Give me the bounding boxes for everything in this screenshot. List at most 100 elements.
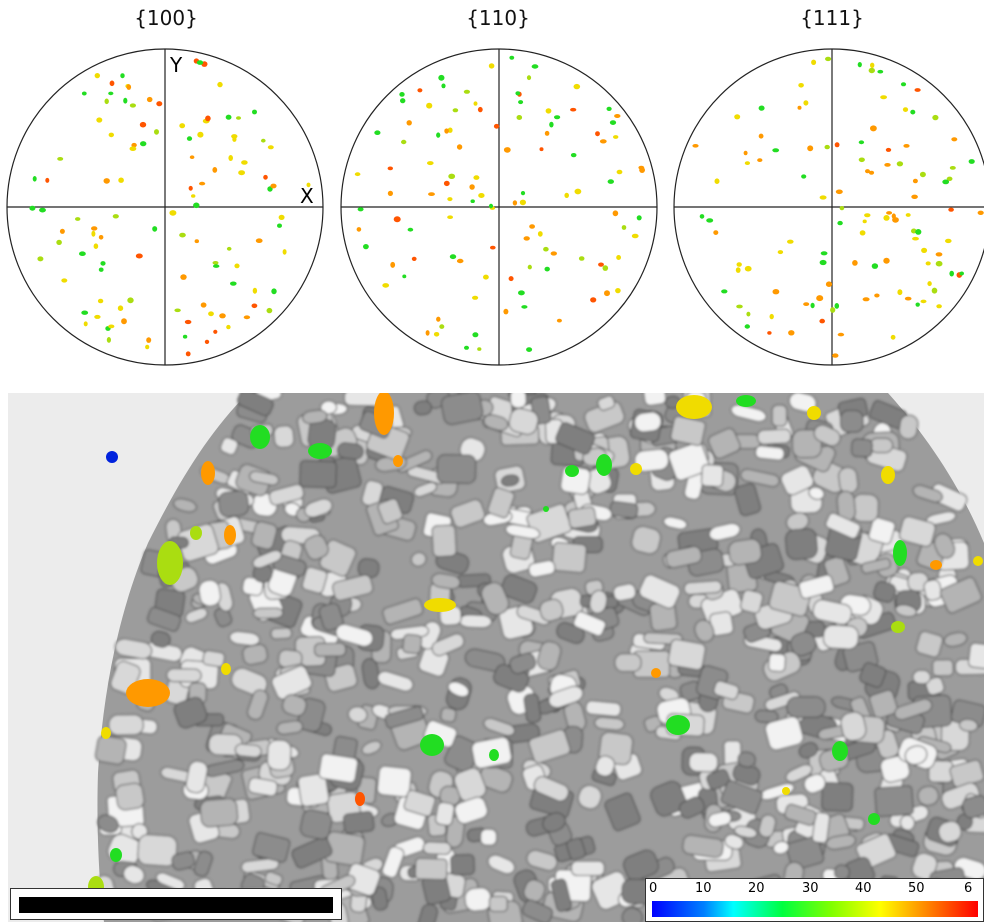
grain [95,735,127,765]
pole-point [443,180,450,187]
pole-point [94,73,101,79]
grain [198,579,222,607]
grain [450,854,475,876]
grain [155,872,186,891]
grain [185,760,208,794]
grain [344,862,381,897]
microstructure-map [8,393,984,922]
pole-point [387,190,393,196]
grain [247,777,278,797]
pole-point [427,161,434,166]
pole-point [968,159,975,164]
grain [488,895,508,912]
grain [597,395,616,411]
grain [784,803,817,826]
grain [755,445,785,461]
grain [137,834,178,867]
grain [533,776,570,802]
pole-point [217,81,223,88]
pole-point [208,311,214,317]
pole-point [638,165,645,170]
grain [595,755,616,777]
colorbar-gradient [652,901,978,917]
colored-grain [630,463,642,475]
grain [737,751,756,768]
grain [785,764,813,783]
grain [414,857,448,881]
grain [939,576,982,614]
pole-point [885,147,892,152]
grain [253,607,284,619]
grain [234,743,262,758]
grain [785,528,818,560]
pole-point [39,207,46,213]
pole-point [772,289,780,295]
pole-point [483,274,489,280]
pole-figure-111 [673,48,984,366]
pole-point [914,88,921,92]
pole-point [520,191,526,196]
pole-point [945,238,952,244]
grain [682,834,724,859]
pole-point [865,169,870,174]
grain [869,437,894,454]
pole-point [57,157,64,161]
pole-point [184,319,192,325]
pole-point [631,233,639,239]
pole-point [920,299,927,304]
colorbar-tick: 10 [695,881,712,896]
grain [808,486,825,500]
grain [898,414,919,440]
grain [220,437,239,456]
grain [271,665,313,700]
grain [337,442,364,460]
pole-point [118,177,124,183]
grain [447,681,470,698]
pole-point [213,329,218,334]
grain [706,768,731,790]
grain [108,714,144,736]
grain [566,837,586,861]
pole-point [417,88,423,93]
grain [273,425,295,448]
pole-point [238,170,246,176]
pole-point [736,262,742,267]
grain [958,718,979,732]
pole-point [112,214,119,219]
grain [361,740,382,755]
colored-grain [157,541,183,585]
grain [282,694,307,717]
pole-point [734,114,741,120]
grain [413,400,432,416]
grain [683,580,723,596]
grain [803,773,826,794]
pole-point [758,105,765,111]
pole-point [213,264,220,268]
pole-point [903,144,910,148]
pole-point [204,339,210,344]
pole-point [744,265,752,272]
colorbar-tick: 30 [802,881,819,896]
pole-point [904,296,912,301]
grain [266,739,292,771]
colored-grain [973,556,983,566]
grain [933,533,956,559]
pole-point [56,239,62,245]
pole-point [278,214,285,220]
pole-point [212,261,219,265]
pole-point [798,83,804,88]
pole-point [746,311,751,317]
grain [297,773,330,807]
pole-point [251,303,258,309]
pole-point [356,227,362,232]
grain [740,468,780,488]
grain [869,689,899,719]
grain [508,407,539,435]
pole-point [819,195,827,200]
pole-point [252,109,257,115]
pole-point [787,239,794,244]
pole-point [212,167,218,173]
pole-point [932,114,939,121]
colored-grain [374,393,394,435]
pole-point [185,351,191,357]
